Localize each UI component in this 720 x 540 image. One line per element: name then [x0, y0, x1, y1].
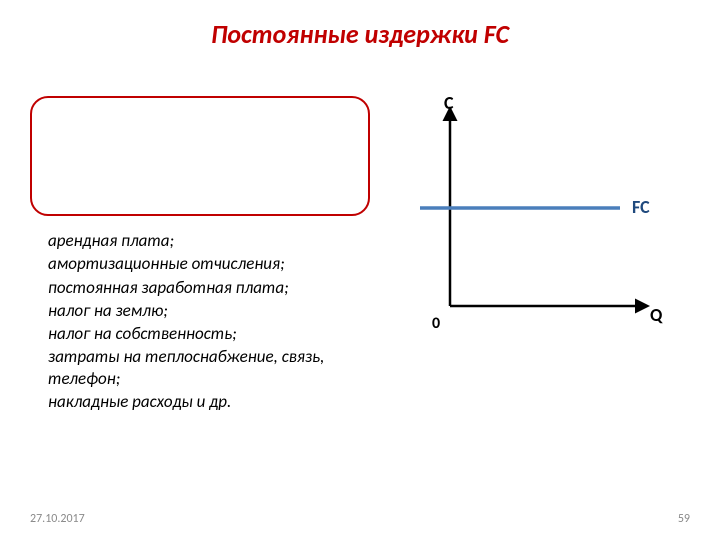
list-item-text: налог на землю; — [48, 300, 360, 321]
list-item-text: арендная плата; — [48, 230, 360, 251]
list-item-text: постоянная заработная плата; — [48, 277, 360, 298]
definition-box — [30, 96, 370, 216]
list-item: накладные расходы и др. — [30, 391, 360, 412]
list-item: постоянная заработная плата; — [30, 277, 360, 298]
list-item: затраты на теплоснабжение, связь, телефо… — [30, 346, 360, 389]
list-item-text: накладные расходы и др. — [48, 391, 360, 412]
list-item: налог на землю; — [30, 300, 360, 321]
fc-line-label: FC — [632, 196, 650, 218]
origin-label: 0 — [432, 314, 440, 333]
list-item: арендная плата; — [30, 230, 360, 251]
page-title: Постоянные издержки FC — [0, 18, 720, 50]
list-item-text: затраты на теплоснабжение, связь, телефо… — [48, 346, 360, 389]
y-axis-label: C — [444, 92, 454, 114]
list-item: налог на собственность; — [30, 323, 360, 344]
footer-page-number: 59 — [678, 512, 690, 526]
list-item: амортизационные отчисления; — [30, 253, 360, 274]
fc-chart: C Q 0 FC — [400, 96, 690, 326]
footer-date: 27.10.2017 — [30, 512, 85, 526]
list-item-text: амортизационные отчисления; — [48, 253, 360, 274]
fc-examples-list: арендная плата;амортизационные отчислени… — [30, 230, 360, 414]
list-item-text: налог на собственность; — [48, 323, 360, 344]
x-axis-label: Q — [650, 304, 662, 326]
